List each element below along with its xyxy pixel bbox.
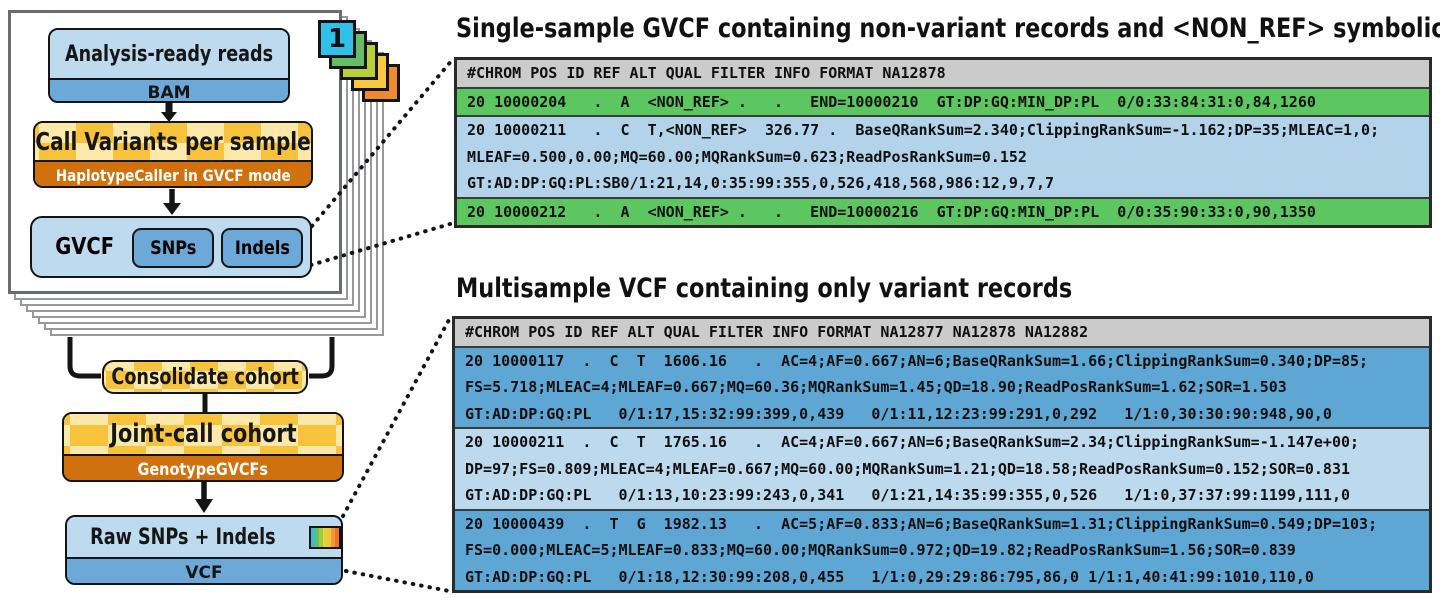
vcf-record-line: 20 10000117 . C T 1606.16 . AC=4;AF=0.66… <box>465 351 1369 370</box>
vcf-record-line: FS=5.718;MLEAC=4;MLEAF=0.667;MQ=60.36;MQ… <box>465 378 1287 396</box>
snps-chip: SNPs <box>132 228 214 268</box>
indels-label: Indels <box>234 237 290 259</box>
snps-label: SNPs <box>149 237 197 259</box>
gvcf-label-text: GVCF <box>55 234 115 260</box>
bracket-right <box>309 337 335 379</box>
gvcf-records-table: #CHROM POS ID REF ALT QUAL FILTER INFO F… <box>454 57 1432 228</box>
gvcf-nonvariant-record: 20 10000212 . A <NON_REF> . . END=100002… <box>457 196 1429 225</box>
vcf-record-line: 20 10000211 . C T 1765.16 . AC=4;AF=0.66… <box>465 433 1360 451</box>
consolidate-title: Consolidate cohort <box>104 362 306 392</box>
analysis-ready-reads-box: Analysis-ready reads BAM <box>48 28 290 103</box>
vcf-variant-record: 20 10000211 . C T 1765.16 . AC=4;AF=0.66… <box>455 427 1429 509</box>
vcf-record-line: 20 10000204 . A <NON_REF> . . END=100002… <box>467 92 1316 111</box>
consolidate-cohort-box: Consolidate cohort <box>102 360 308 394</box>
vcf-format-strip: VCF <box>67 557 341 583</box>
vcf-record-line: GT:AD:DP:GQ:PL 0/1:13,10:23:99:243,0,341… <box>465 486 1351 504</box>
gvcf-panel-title: Single-sample GVCF containing non-varian… <box>456 13 1440 44</box>
vcf-records-table: #CHROM POS ID REF ALT QUAL FILTER INFO F… <box>452 316 1432 593</box>
vcf-record-line: DP=97;FS=0.809;MLEAC=4;MLEAF=0.667;MQ=60… <box>465 459 1351 478</box>
vcf-record-line: MLEAF=0.500,0.00;MQ=60.00;MQRankSum=0.62… <box>467 147 1027 166</box>
vcf-label: VCF <box>185 562 223 583</box>
rainbow-strip-icon <box>308 525 341 549</box>
vcf-record-line: 20 10000439 . T G 1982.13 . AC=5;AF=0.83… <box>465 514 1378 533</box>
sample-square-one-icon: 1 <box>318 20 356 58</box>
bam-format-strip: BAM <box>50 78 288 103</box>
bam-label: BAM <box>147 82 191 103</box>
raw-snps-indels-box: Raw SNPs + Indels VCF <box>65 515 343 585</box>
reads-title: Analysis-ready reads <box>50 30 288 78</box>
genotypegvcfs-label: GenotypeGVCFs <box>137 460 269 480</box>
joint-call-title: Joint-call cohort <box>64 414 342 454</box>
joint-call-cohort-box: Joint-call cohort GenotypeGVCFs <box>62 412 344 482</box>
vcf-record-line: FS=0.000;MLEAC=5;MLEAF=0.833;MQ=60.00;MQ… <box>465 541 1296 559</box>
callout-vcf-bottom <box>344 569 451 593</box>
vcf-record-line: GT:AD:DP:GQ:PL:SB0/1:21,14,0:35:99:355,0… <box>467 174 1054 192</box>
consolidate-label: Consolidate cohort <box>111 364 299 390</box>
reads-title-label: Analysis-ready reads <box>64 41 274 67</box>
bracket-left <box>67 337 101 379</box>
haplotypecaller-strip: HaplotypeCaller in GVCF mode <box>35 160 311 186</box>
vcf-record-line: GT:AD:DP:GQ:PL 0/1:18,12:30:99:208,0,455… <box>465 567 1314 586</box>
raw-title-row: Raw SNPs + Indels <box>67 517 341 557</box>
raw-snps-indels-label: Raw SNPs + Indels <box>90 524 276 550</box>
arrowhead-icon <box>195 499 213 513</box>
vcf-header-row: #CHROM POS ID REF ALT QUAL FILTER INFO F… <box>457 60 1429 87</box>
genotypegvcfs-strip: GenotypeGVCFs <box>64 454 342 480</box>
haplotypecaller-label: HaplotypeCaller in GVCF mode <box>55 166 291 185</box>
call-variants-label: Call Variants per sample <box>35 127 311 156</box>
gvcf-nonvariant-record: 20 10000204 . A <NON_REF> . . END=100002… <box>457 86 1429 115</box>
sample-number: 1 <box>327 24 347 54</box>
gvcf-box: GVCF SNPs Indels <box>30 216 312 278</box>
gvcf-label: GVCF <box>50 218 119 276</box>
joint-call-label: Joint-call cohort <box>109 419 297 449</box>
call-variants-title: Call Variants per sample <box>35 123 311 160</box>
indels-chip: Indels <box>221 228 303 268</box>
vcf-header-line: #CHROM POS ID REF ALT QUAL FILTER INFO F… <box>467 64 946 82</box>
vcf-record-line: 20 10000211 . C T,<NON_REF> 326.77 . Bas… <box>467 121 1380 139</box>
vcf-variant-record: 20 10000439 . T G 1982.13 . AC=5;AF=0.83… <box>455 508 1429 590</box>
callout-vcf-top <box>341 316 452 518</box>
call-variants-box: Call Variants per sample HaplotypeCaller… <box>33 121 313 188</box>
vcf-record-line: GT:AD:DP:GQ:PL 0/1:17,15:32:99:399,0,439… <box>465 404 1332 423</box>
vcf-header-line: #CHROM POS ID REF ALT QUAL FILTER INFO F… <box>465 323 1089 341</box>
vcf-header-row: #CHROM POS ID REF ALT QUAL FILTER INFO F… <box>455 319 1429 346</box>
vcf-panel-title: Multisample VCF containing only variant … <box>456 273 1073 304</box>
gvcf-variant-record: 20 10000211 . C T,<NON_REF> 326.77 . Bas… <box>457 115 1429 197</box>
vcf-record-line: 20 10000212 . A <NON_REF> . . END=100002… <box>467 202 1316 221</box>
vcf-variant-record: 20 10000117 . C T 1606.16 . AC=4;AF=0.66… <box>455 345 1429 427</box>
